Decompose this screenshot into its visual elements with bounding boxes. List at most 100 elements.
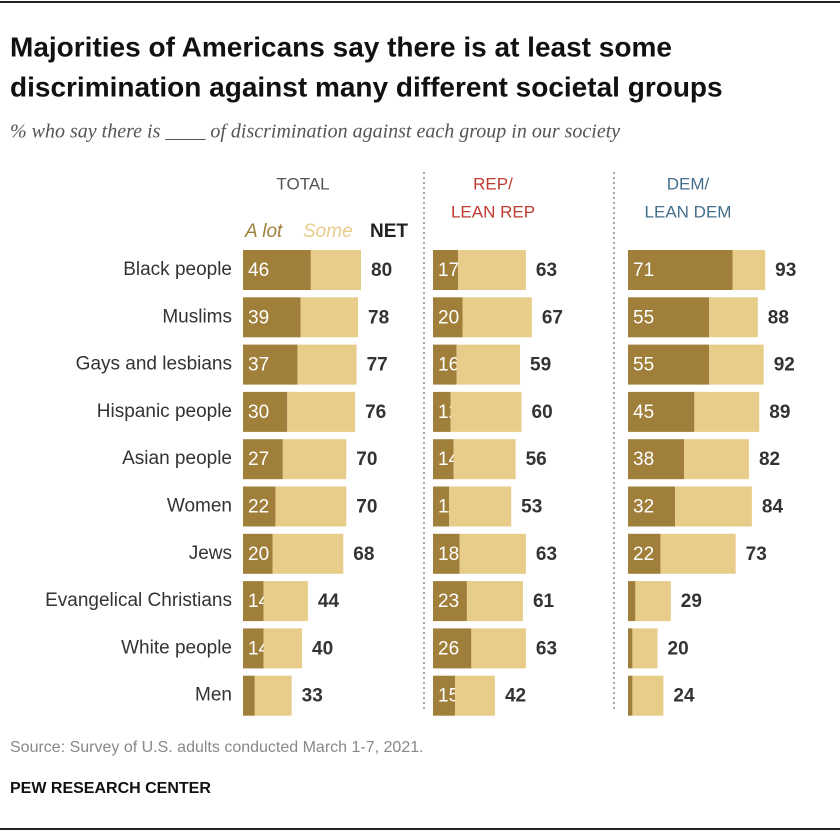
bar-segment <box>628 250 733 290</box>
value-label: 26 <box>438 638 459 659</box>
net-label: 24 <box>673 686 695 707</box>
bar-segment <box>433 581 467 622</box>
value-label: 39 <box>248 307 269 328</box>
net-label: 82 <box>759 449 780 470</box>
bar-segment <box>628 628 633 669</box>
net-label: 89 <box>769 402 790 423</box>
bar-segment <box>455 675 495 716</box>
bar-segment <box>709 344 764 385</box>
bar-segment <box>433 486 450 527</box>
bar-segment <box>254 675 292 716</box>
bar-segment <box>243 675 255 716</box>
value-label: 16 <box>438 355 459 376</box>
net-label: 63 <box>536 638 557 659</box>
category-label: Muslims <box>162 306 232 327</box>
legend-label: Some <box>303 221 353 242</box>
bar-segment <box>300 297 359 338</box>
bar-segment <box>628 391 695 432</box>
bar-segment <box>243 297 301 338</box>
category-label: Jews <box>189 543 232 564</box>
bar-segment <box>275 486 347 527</box>
bar-segment <box>628 533 661 574</box>
net-label: 70 <box>356 497 377 518</box>
bar-segment <box>471 628 526 669</box>
bar-segment <box>282 439 347 480</box>
bar-segment <box>675 486 752 527</box>
net-label: 60 <box>532 402 553 423</box>
bar-segment <box>243 391 288 432</box>
bar-segment <box>684 439 749 480</box>
net-label: 93 <box>775 260 796 281</box>
bar-segment <box>660 533 736 574</box>
bar-segment <box>310 250 361 290</box>
value-label: 71 <box>633 260 654 281</box>
bar-segment <box>243 486 276 527</box>
bar-segment <box>694 391 760 432</box>
bar-segment <box>287 391 356 432</box>
bar-segment <box>243 250 311 290</box>
value-label: 20 <box>438 307 459 328</box>
bar-segment <box>466 581 523 622</box>
net-label: 73 <box>746 544 767 565</box>
net-label: 20 <box>668 638 689 659</box>
category-label: Hispanic people <box>97 401 232 422</box>
value-label: 55 <box>633 307 654 328</box>
category-label: Men <box>195 685 232 706</box>
value-label: 20 <box>248 544 269 565</box>
bar-segment <box>628 486 676 527</box>
value-label: 18 <box>438 544 459 565</box>
bar-segment <box>709 297 758 338</box>
net-label: 88 <box>768 307 789 328</box>
net-label: 67 <box>542 307 563 328</box>
bar-segment <box>632 675 664 716</box>
net-label: 63 <box>536 544 557 565</box>
value-label: 17 <box>438 260 459 281</box>
bar-segment <box>243 344 298 385</box>
bar-segment <box>433 533 460 574</box>
category-label: Women <box>167 496 232 517</box>
panel-title: DEM/ <box>667 174 710 193</box>
net-label: 76 <box>365 402 386 423</box>
value-label: 46 <box>248 260 269 281</box>
source: Source: Survey of U.S. adults conducted … <box>10 739 424 756</box>
bar-segment <box>450 391 522 432</box>
net-label: 42 <box>505 686 526 707</box>
bar-segment <box>433 344 457 385</box>
net-label: 53 <box>521 497 542 518</box>
bar-segment <box>628 439 685 480</box>
bar-segment <box>458 250 526 290</box>
bar-segment <box>462 297 532 338</box>
bar-segment <box>453 439 516 480</box>
value-label: 22 <box>248 497 269 518</box>
legend-label: NET <box>370 221 408 242</box>
bar-segment <box>456 344 521 385</box>
bar-segment <box>433 675 456 716</box>
bar-segment <box>243 439 283 480</box>
bar-segment <box>433 391 451 432</box>
category-label: White people <box>121 637 232 658</box>
bar-segment <box>433 628 472 669</box>
bar-segment <box>272 533 344 574</box>
legend-label: A lot <box>244 221 283 242</box>
credit: PEW RESEARCH CENTER <box>10 780 211 797</box>
bar-segment <box>433 439 454 480</box>
bar-segment <box>628 581 636 622</box>
bar-segment <box>628 344 710 385</box>
net-label: 78 <box>368 307 389 328</box>
chart-title: discrimination against many different so… <box>10 71 723 102</box>
bar-segment <box>297 344 357 385</box>
category-label: Black people <box>123 259 232 280</box>
net-label: 84 <box>762 497 784 518</box>
net-label: 77 <box>367 355 388 376</box>
panel-title: REP/ <box>473 174 513 193</box>
category-label: Evangelical Christians <box>45 590 232 611</box>
chart-title: Majorities of Americans say there is at … <box>10 31 672 62</box>
bar-segment <box>243 628 264 669</box>
net-label: 68 <box>353 544 374 565</box>
net-label: 63 <box>536 260 557 281</box>
bar-segment <box>628 675 633 716</box>
value-label: 27 <box>248 449 269 470</box>
value-label: 37 <box>248 355 269 376</box>
value-label: 38 <box>633 449 654 470</box>
